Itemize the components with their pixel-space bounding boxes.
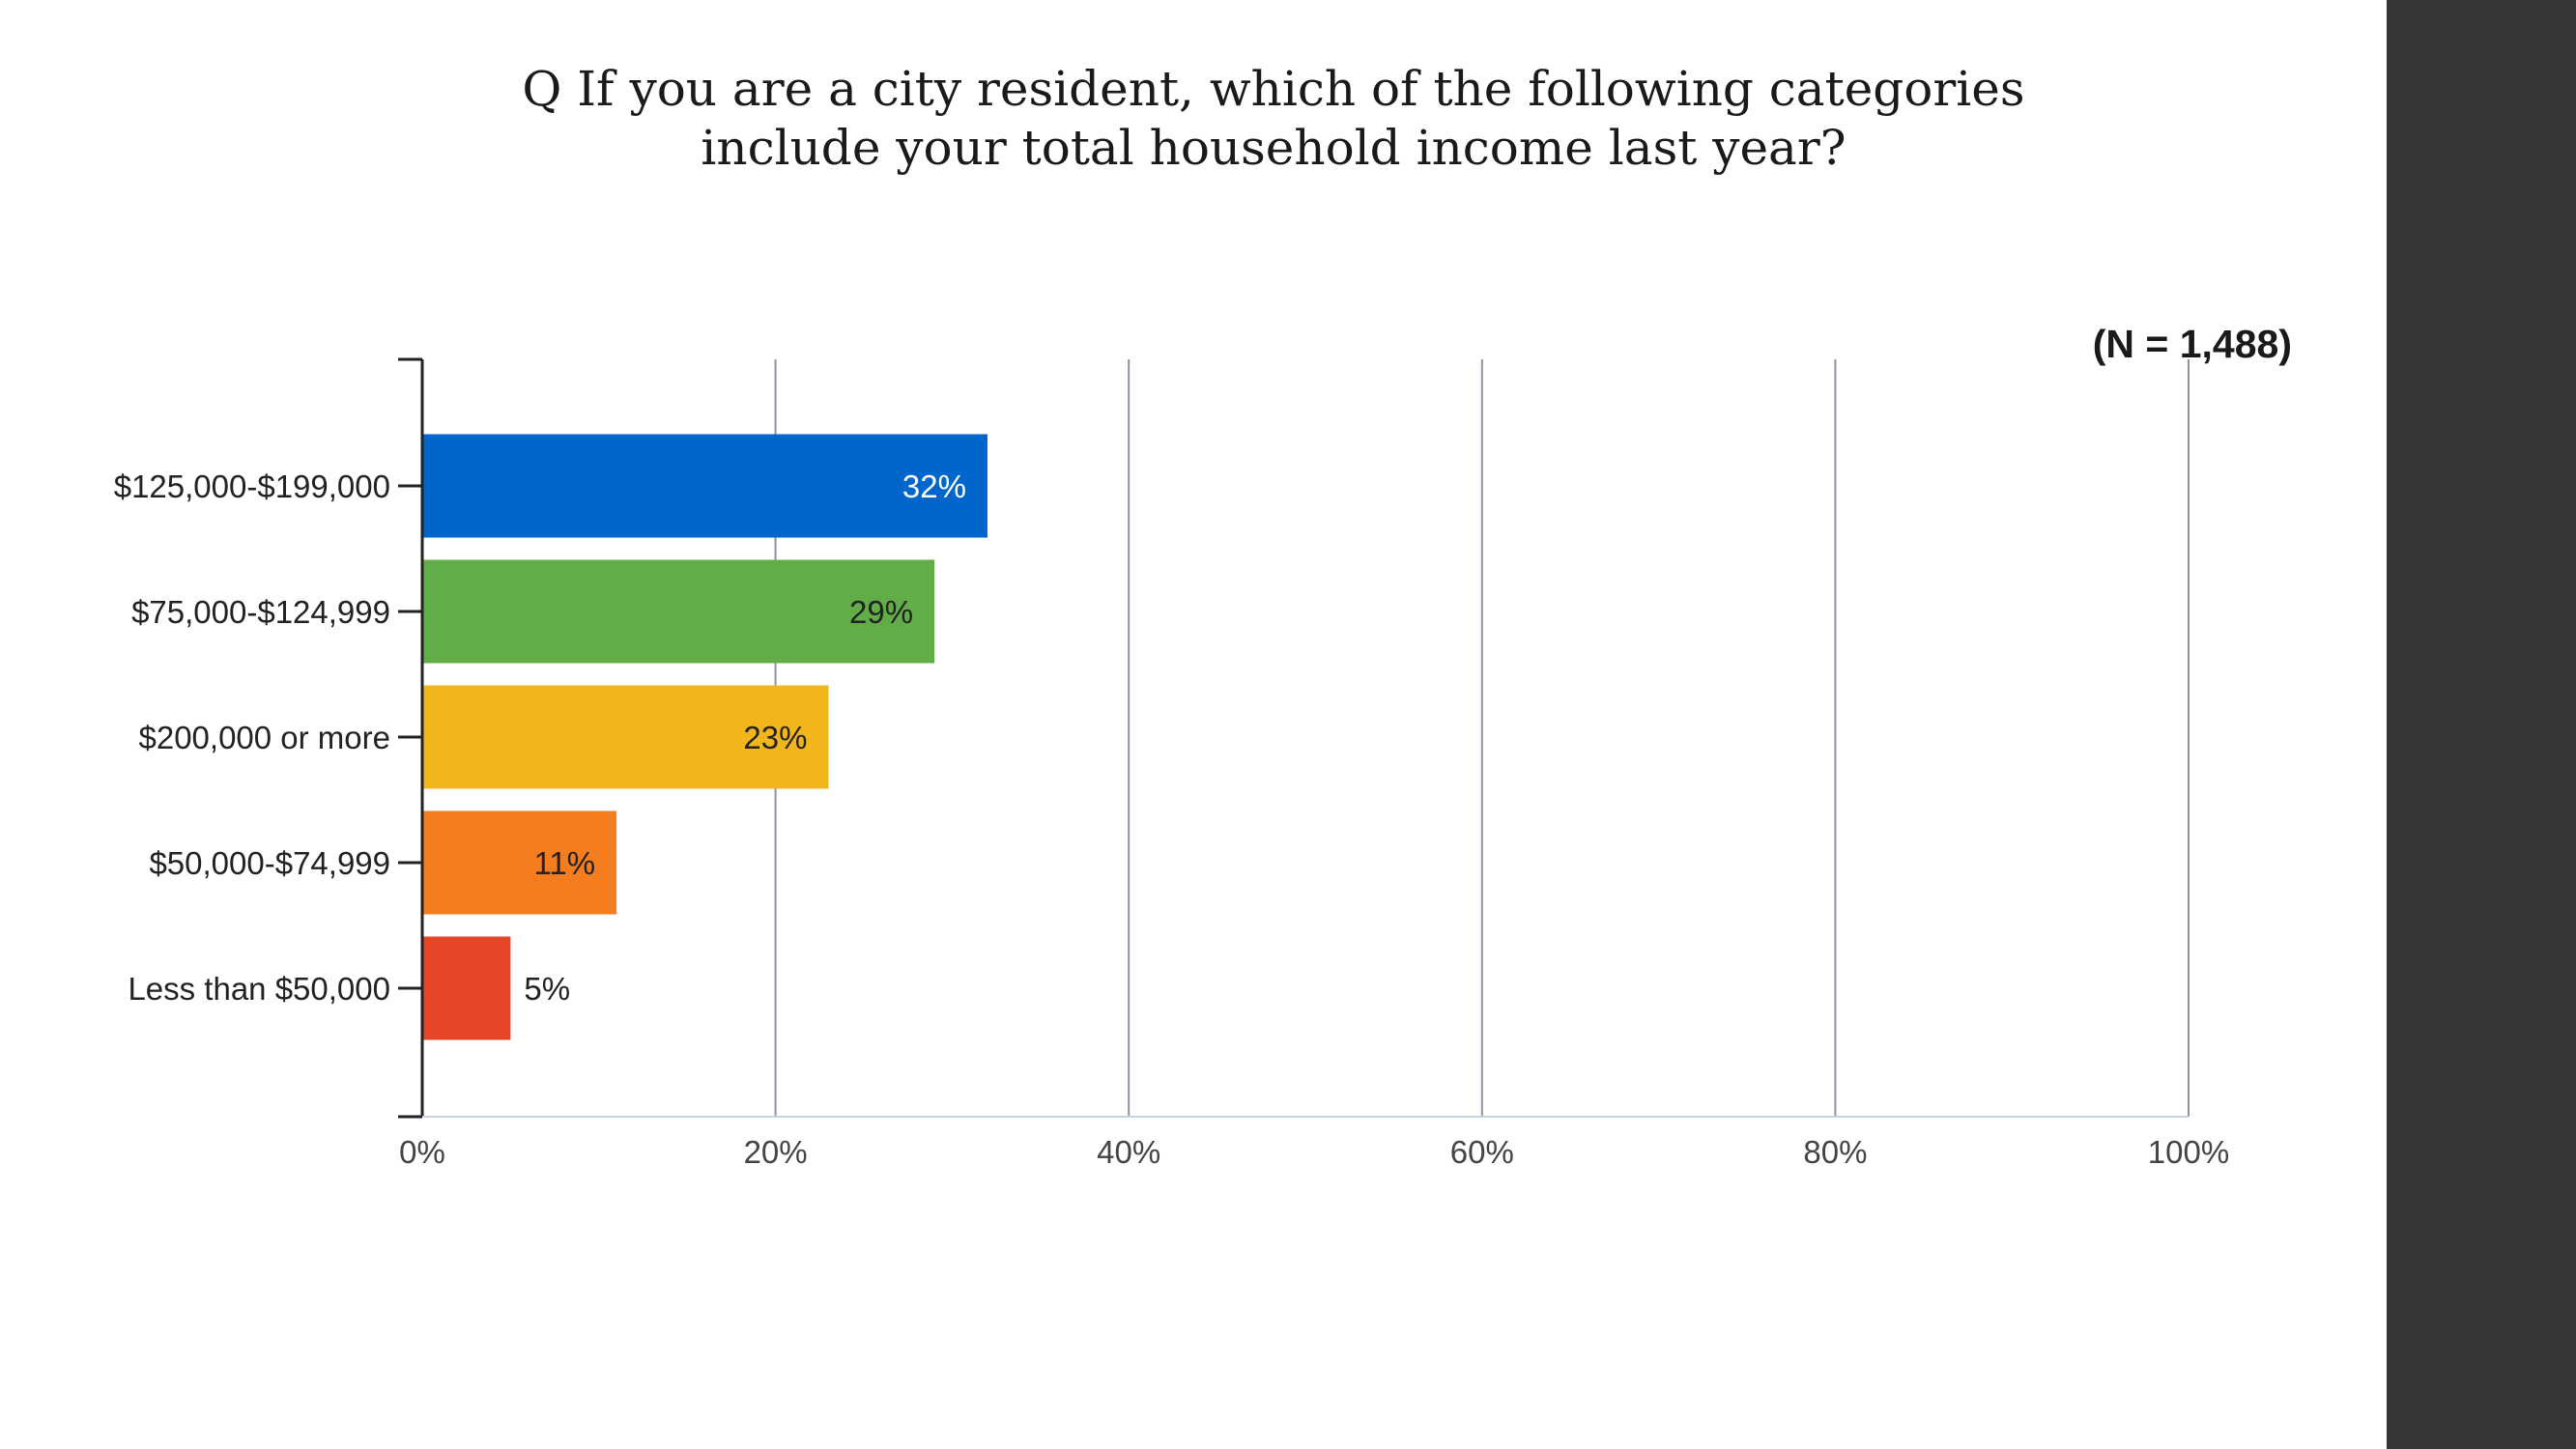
chart-title-line-1: Q If you are a city resident, which of t…	[522, 61, 2025, 117]
bar	[422, 685, 829, 789]
value-label: 23%	[743, 720, 807, 755]
category-label: Less than $50,000	[128, 971, 390, 1007]
value-label: 11%	[533, 845, 595, 881]
side-panel	[2387, 0, 2576, 1449]
chart-title-line-2: include your total household income last…	[701, 120, 1846, 176]
category-label: $75,000-$124,999	[131, 594, 390, 630]
category-label: $200,000 or more	[138, 720, 390, 755]
bars	[422, 434, 987, 1040]
value-label: 5%	[524, 971, 570, 1007]
bar	[422, 434, 987, 538]
bar	[422, 936, 511, 1040]
x-tick-label: 60%	[1450, 1134, 1514, 1170]
category-label: $50,000-$74,999	[149, 845, 390, 881]
chart-title: Q If you are a city resident, which of t…	[0, 60, 2547, 178]
bar	[422, 810, 617, 915]
x-tick-label: 40%	[1097, 1134, 1160, 1170]
bar-chart: $125,000-$199,000 32% $75,000-$124,999 29% $…	[114, 322, 2292, 1170]
value-label: 29%	[849, 594, 913, 630]
labels: $125,000-$199,000 32% $75,000-$124,999 29% $…	[114, 469, 2229, 1170]
x-tick-label: 100%	[2148, 1134, 2229, 1170]
slide: Q If you are a city resident, which of t…	[113, 61, 2292, 1170]
category-label: $125,000-$199,000	[114, 469, 390, 504]
sample-size-annotation: (N = 1,488)	[2093, 322, 2292, 366]
axes	[398, 357, 2189, 1119]
x-tick-label: 0%	[399, 1134, 445, 1170]
x-tick-label: 80%	[1803, 1134, 1867, 1170]
x-tick-label: 20%	[744, 1134, 808, 1170]
bar	[422, 559, 935, 664]
value-label: 32%	[902, 469, 966, 504]
